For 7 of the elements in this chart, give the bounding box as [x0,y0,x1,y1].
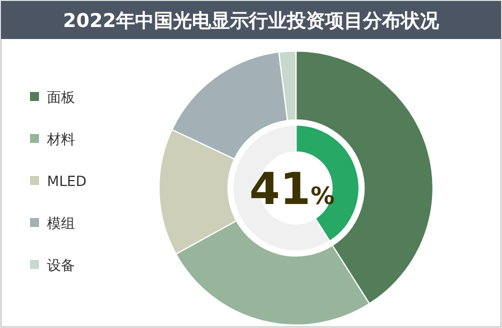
legend-label: 设备 [47,258,75,274]
legend-label: MLED [47,174,87,190]
title: 2022年中国光电显示行业投资项目分布状况 [1,1,501,39]
chart-title: 2022年中国光电显示行业投资项目分布状况 [63,10,440,32]
legend-label: 材料 [46,132,75,148]
legend-label: 面板 [47,90,75,106]
legend-label: 模组 [47,216,75,232]
